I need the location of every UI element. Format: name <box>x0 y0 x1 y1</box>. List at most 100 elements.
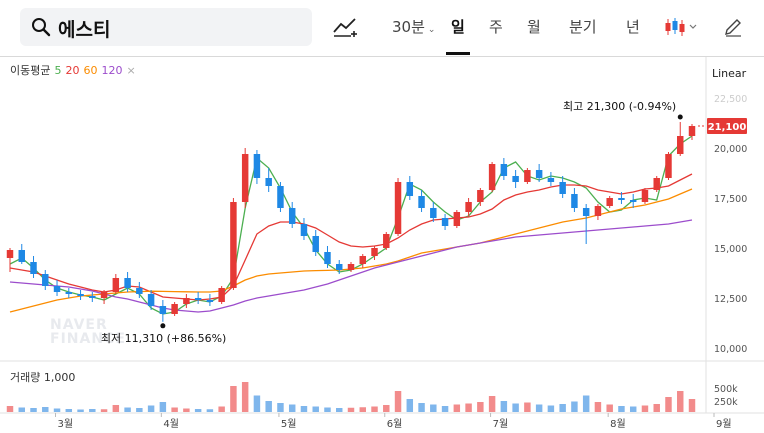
volume-bar <box>159 402 167 412</box>
candle-body <box>394 182 402 234</box>
price-tick-label: 12,500 <box>714 294 747 305</box>
ma-60-line <box>9 188 693 313</box>
high-annotation: 최고 21,300 (-0.94%) <box>563 100 676 113</box>
last-price-tag <box>707 118 747 134</box>
volume-bar <box>277 403 284 412</box>
ma-5-label[interactable]: 5 <box>54 64 62 77</box>
candle-body <box>171 304 178 314</box>
candle-body <box>571 194 578 208</box>
candle-body <box>6 250 14 258</box>
candle-body <box>265 178 272 186</box>
candle-body <box>112 278 120 292</box>
volume-bar <box>371 406 378 412</box>
candle-body <box>241 154 249 202</box>
volume-bar <box>324 407 331 412</box>
volume-bar <box>89 409 96 412</box>
search-input[interactable]: 에스티 <box>58 19 111 41</box>
volume-bar <box>347 407 355 412</box>
candle-body <box>524 170 531 182</box>
price-tick-label: 10,000 <box>714 344 747 355</box>
volume-bar <box>265 401 272 412</box>
volume-bar <box>112 405 120 412</box>
candle-body <box>53 286 61 292</box>
candle-body <box>677 136 684 154</box>
pencil-icon[interactable] <box>723 17 743 37</box>
candle-body <box>147 294 155 306</box>
interval-week[interactable]: 주 <box>489 18 503 36</box>
line-chart-add-icon[interactable] <box>333 16 359 38</box>
volume-bar <box>312 406 319 412</box>
volume-bar <box>571 401 578 412</box>
scale-type-toggle[interactable]: Linear <box>712 67 747 80</box>
candle-body <box>406 182 414 196</box>
interval-30min[interactable]: 30분 ⌄ <box>392 18 436 36</box>
volume-bar <box>677 391 684 412</box>
volume-bar <box>6 406 14 412</box>
close-icon[interactable]: × <box>126 64 136 77</box>
last-price-label: 21,100 <box>708 122 747 133</box>
interval-quarter[interactable]: 분기 <box>569 18 597 36</box>
candle-body <box>183 298 190 304</box>
ma-120-label[interactable]: 120 <box>101 64 123 77</box>
interval-year[interactable]: 년 <box>626 18 640 36</box>
volume-tick-label: 250k <box>714 397 738 408</box>
volume-bar <box>641 405 649 412</box>
candle-body <box>288 208 296 224</box>
candle-body <box>194 298 202 300</box>
candle-body <box>500 164 508 176</box>
ma-60-label[interactable]: 60 <box>83 64 98 77</box>
x-tick-label: 9월 <box>716 418 732 430</box>
volume-tick-label: 500k <box>714 384 738 395</box>
volume-bar <box>53 408 61 412</box>
volume-bar <box>100 409 108 412</box>
chart-toolbar: 30분 ⌄ 일 주 월 분기 년 <box>0 0 764 56</box>
volume-bar <box>218 406 225 412</box>
volume-bar <box>488 396 496 412</box>
x-tick-label: 5월 <box>281 418 297 430</box>
candle-body <box>312 236 319 252</box>
candle-body <box>453 212 461 226</box>
stock-search-box[interactable]: 에스티 <box>20 8 312 46</box>
volume-bar <box>535 404 543 412</box>
active-interval-indicator <box>446 52 470 55</box>
interval-day[interactable]: 일 <box>451 18 465 36</box>
toolbar-divider <box>0 56 764 57</box>
volume-bar <box>465 403 472 412</box>
volume-bar <box>77 409 84 412</box>
candle-body <box>629 200 637 202</box>
volume-bar <box>42 407 49 412</box>
candle-body <box>277 186 284 208</box>
candle-body <box>218 288 225 302</box>
candle-body <box>77 294 84 296</box>
candle-body <box>465 202 472 212</box>
candle-body <box>89 296 96 298</box>
volume-bar <box>300 406 308 412</box>
candle-body <box>582 208 590 216</box>
ma-20-line <box>9 173 693 301</box>
x-tick-label: 4월 <box>163 418 179 430</box>
volume-bar <box>124 407 131 412</box>
candlestick-type-icon[interactable] <box>664 17 700 37</box>
volume-bar <box>618 406 625 412</box>
price-tick-label: 15,000 <box>714 244 747 255</box>
ma-120-line <box>9 219 693 313</box>
volume-bar <box>206 409 214 412</box>
volume-bar <box>594 402 602 412</box>
interval-month[interactable]: 월 <box>527 18 541 36</box>
candle-body <box>418 196 425 208</box>
candle-body <box>371 248 378 256</box>
volume-bar <box>606 404 613 412</box>
candle-body <box>606 198 613 206</box>
volume-bar <box>653 404 660 412</box>
volume-bar <box>512 403 519 412</box>
volume-bar <box>665 397 672 412</box>
candle-body <box>547 178 555 182</box>
candle-body <box>253 154 261 178</box>
ma-legend-label: 이동평균 <box>10 64 51 77</box>
ma-20-label[interactable]: 20 <box>65 64 80 77</box>
volume-bar <box>524 402 531 412</box>
candle-body <box>383 234 390 248</box>
price-tick-label: 22,500 <box>714 94 747 105</box>
candle-body <box>641 190 649 202</box>
